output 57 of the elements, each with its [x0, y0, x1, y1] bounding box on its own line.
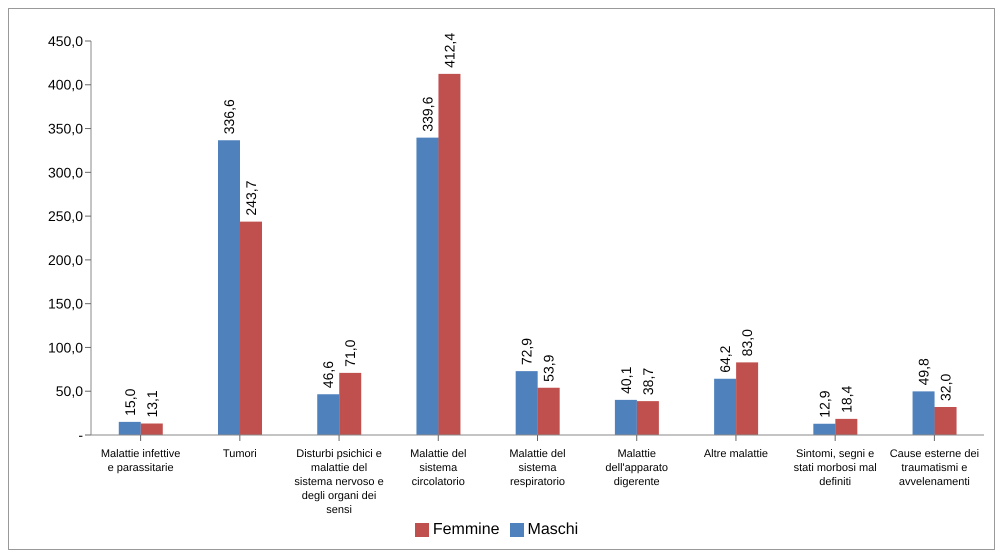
bar	[538, 388, 560, 435]
data-label: 339,6	[419, 96, 436, 132]
legend-label: Femmine	[432, 521, 500, 538]
x-tick-label: Malattie dell'apparato digerente	[605, 448, 668, 488]
x-tick-label: Malattie del sistema circolatorio	[410, 448, 466, 488]
y-tick-label: 300,0	[48, 164, 84, 180]
bar	[736, 362, 758, 435]
bar	[912, 391, 935, 435]
bar	[614, 400, 637, 435]
x-tick-label: Tumori	[222, 448, 257, 460]
y-tick-label: 350,0	[48, 120, 84, 137]
data-label: 71,0	[342, 339, 358, 367]
y-tick-label: 450,0	[48, 32, 84, 49]
data-label: 40,1	[618, 366, 634, 394]
x-tick-label: Malattie del sistema respiratorio	[509, 448, 566, 488]
bar	[714, 378, 736, 435]
bar	[813, 424, 836, 435]
bar	[140, 424, 163, 435]
x-tick-label: Disturbi psichici e malattie del sistema nervoso e degli organi dei sensi	[294, 448, 384, 516]
data-label: 243,7	[243, 180, 260, 216]
x-tick-label: Sintomi, segni e stati morbosi mal definiti	[794, 448, 877, 488]
bar	[438, 74, 460, 435]
y-tick-label: 150,0	[48, 296, 84, 312]
data-label: 336,6	[221, 99, 238, 134]
data-label: 49,8	[916, 358, 932, 386]
data-label: 18,4	[838, 385, 854, 413]
data-label: 83,0	[739, 328, 756, 356]
bar	[636, 401, 659, 435]
y-tick-label: -	[78, 426, 84, 443]
y-tick-label: 200,0	[48, 252, 84, 268]
bar	[516, 371, 538, 435]
y-tick-label: 50,0	[56, 383, 84, 400]
x-tick-label: Cause esterne dei traumatismi e avvelenamenti	[890, 448, 980, 488]
data-label: 412,4	[441, 32, 458, 68]
data-label: 53,9	[540, 354, 557, 382]
data-label: 32,0	[938, 374, 954, 401]
data-label: 12,9	[816, 390, 832, 418]
y-tick-label: 400,0	[48, 76, 84, 93]
legend-label: Maschi	[528, 521, 578, 538]
data-label: 64,2	[717, 345, 734, 373]
bar	[317, 394, 340, 435]
bar	[934, 406, 957, 435]
data-label: 72,9	[518, 338, 535, 366]
data-label: 38,7	[640, 368, 656, 396]
data-label: 15,0	[122, 388, 138, 416]
data-label: 46,6	[320, 360, 336, 388]
bar	[218, 140, 240, 435]
y-tick-label: 250,0	[48, 208, 84, 224]
x-tick-label: Malattie infettive e parassitarie	[100, 448, 180, 474]
bar	[339, 372, 362, 435]
bar	[118, 422, 141, 435]
x-tick-label: Altre malattie	[704, 448, 768, 460]
data-label: 13,1	[144, 390, 160, 418]
y-tick-label: 100,0	[48, 339, 84, 356]
bar	[416, 138, 438, 435]
bar	[240, 222, 262, 435]
bar	[835, 418, 858, 435]
